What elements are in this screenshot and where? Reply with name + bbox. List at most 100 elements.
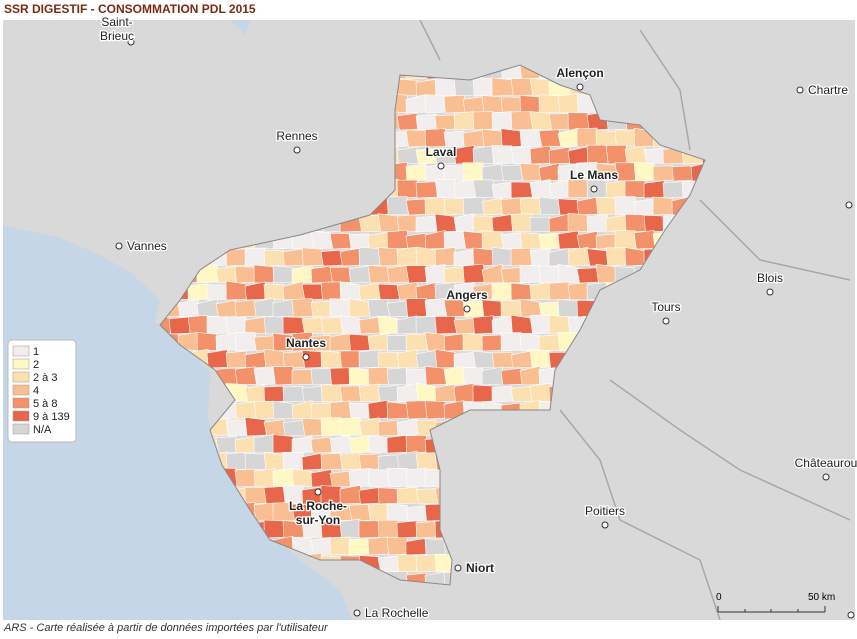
commune bbox=[481, 128, 505, 148]
legend-swatch bbox=[12, 345, 30, 357]
commune bbox=[358, 349, 382, 369]
city-label: Chartre bbox=[808, 83, 848, 97]
city-label: La Roche- bbox=[289, 499, 347, 513]
commune bbox=[339, 416, 364, 437]
legend-label: 9 à 139 bbox=[33, 411, 70, 423]
commune bbox=[272, 366, 295, 386]
legend-label: N/A bbox=[33, 424, 52, 436]
commune bbox=[377, 487, 400, 505]
city-label: Poitiers bbox=[585, 504, 625, 518]
commune bbox=[272, 400, 295, 420]
commune bbox=[595, 263, 618, 284]
footer: ARS - Carte réalisée à partir de données… bbox=[3, 622, 329, 634]
legend-swatch bbox=[12, 358, 30, 370]
city-marker bbox=[822, 473, 830, 481]
commune bbox=[415, 181, 438, 199]
commune bbox=[358, 316, 381, 335]
commune bbox=[443, 365, 466, 386]
commune bbox=[282, 386, 306, 403]
commune bbox=[396, 486, 419, 505]
commune bbox=[462, 230, 486, 250]
commune bbox=[548, 315, 571, 335]
commune bbox=[538, 129, 562, 148]
city-label: Brieuc bbox=[100, 29, 134, 43]
commune bbox=[519, 298, 543, 318]
commune bbox=[491, 145, 514, 165]
commune bbox=[510, 385, 533, 403]
commune bbox=[196, 332, 220, 352]
commune bbox=[415, 488, 438, 505]
commune bbox=[320, 452, 344, 471]
commune bbox=[263, 284, 286, 301]
commune bbox=[367, 536, 391, 556]
legend-swatch bbox=[12, 371, 30, 383]
commune bbox=[263, 419, 287, 437]
city-label: La Rochelle bbox=[365, 606, 429, 620]
commune bbox=[538, 196, 561, 216]
commune bbox=[424, 297, 448, 318]
commune bbox=[253, 335, 277, 352]
commune bbox=[377, 555, 400, 573]
commune bbox=[225, 280, 249, 301]
city-label: Le Mans bbox=[570, 168, 618, 182]
commune bbox=[472, 179, 496, 199]
commune bbox=[253, 434, 277, 454]
commune bbox=[253, 366, 276, 386]
commune bbox=[538, 301, 561, 318]
city-marker bbox=[437, 162, 445, 170]
commune bbox=[472, 247, 495, 267]
city-marker bbox=[115, 242, 123, 250]
commune bbox=[510, 78, 534, 97]
commune bbox=[529, 349, 552, 369]
city-marker bbox=[766, 288, 774, 296]
commune bbox=[386, 196, 409, 216]
commune bbox=[405, 164, 428, 182]
city-label: Blois bbox=[757, 271, 783, 285]
scale-bar: 0 50 km bbox=[716, 592, 835, 613]
city-marker bbox=[463, 305, 471, 313]
commune bbox=[500, 96, 523, 114]
commune bbox=[633, 230, 656, 250]
legend-label: 5 à 8 bbox=[33, 398, 57, 410]
commune bbox=[386, 401, 410, 420]
commune bbox=[614, 196, 638, 216]
commune bbox=[405, 333, 428, 352]
commune bbox=[215, 265, 238, 284]
scale-line bbox=[717, 606, 826, 613]
legend-swatch bbox=[12, 384, 30, 396]
commune bbox=[643, 180, 667, 199]
city-marker bbox=[576, 83, 584, 91]
commune bbox=[367, 467, 391, 488]
commune bbox=[244, 416, 267, 437]
commune bbox=[529, 248, 552, 267]
commune bbox=[538, 232, 562, 250]
commune bbox=[348, 265, 372, 284]
commune bbox=[377, 283, 401, 301]
commune bbox=[567, 112, 590, 131]
city-label: Châteaurou bbox=[795, 456, 857, 470]
commune bbox=[215, 332, 238, 352]
commune bbox=[500, 332, 524, 352]
commune bbox=[424, 94, 447, 114]
commune bbox=[529, 382, 552, 403]
city-label: Laval bbox=[426, 145, 457, 159]
commune bbox=[491, 385, 514, 403]
borders bbox=[419, 20, 851, 620]
city-marker bbox=[302, 353, 310, 361]
commune bbox=[510, 146, 533, 165]
commune bbox=[519, 264, 543, 284]
city-label: Alençon bbox=[556, 66, 603, 80]
title: SSR DIGESTIF - CONSOMMATION PDL 2015 bbox=[4, 2, 256, 16]
commune bbox=[291, 368, 314, 386]
sea bbox=[230, 20, 250, 35]
city-marker bbox=[353, 609, 361, 617]
commune bbox=[310, 231, 334, 250]
commune bbox=[500, 197, 523, 216]
city-label: Vannes bbox=[127, 239, 167, 253]
cities: Saint-Brieuc Rennes Vannes Laval Alençon Le M… bbox=[99, 14, 857, 622]
commune bbox=[434, 213, 458, 233]
map-area[interactable] bbox=[3, 20, 855, 620]
commune bbox=[339, 315, 362, 335]
city-marker bbox=[454, 564, 462, 572]
